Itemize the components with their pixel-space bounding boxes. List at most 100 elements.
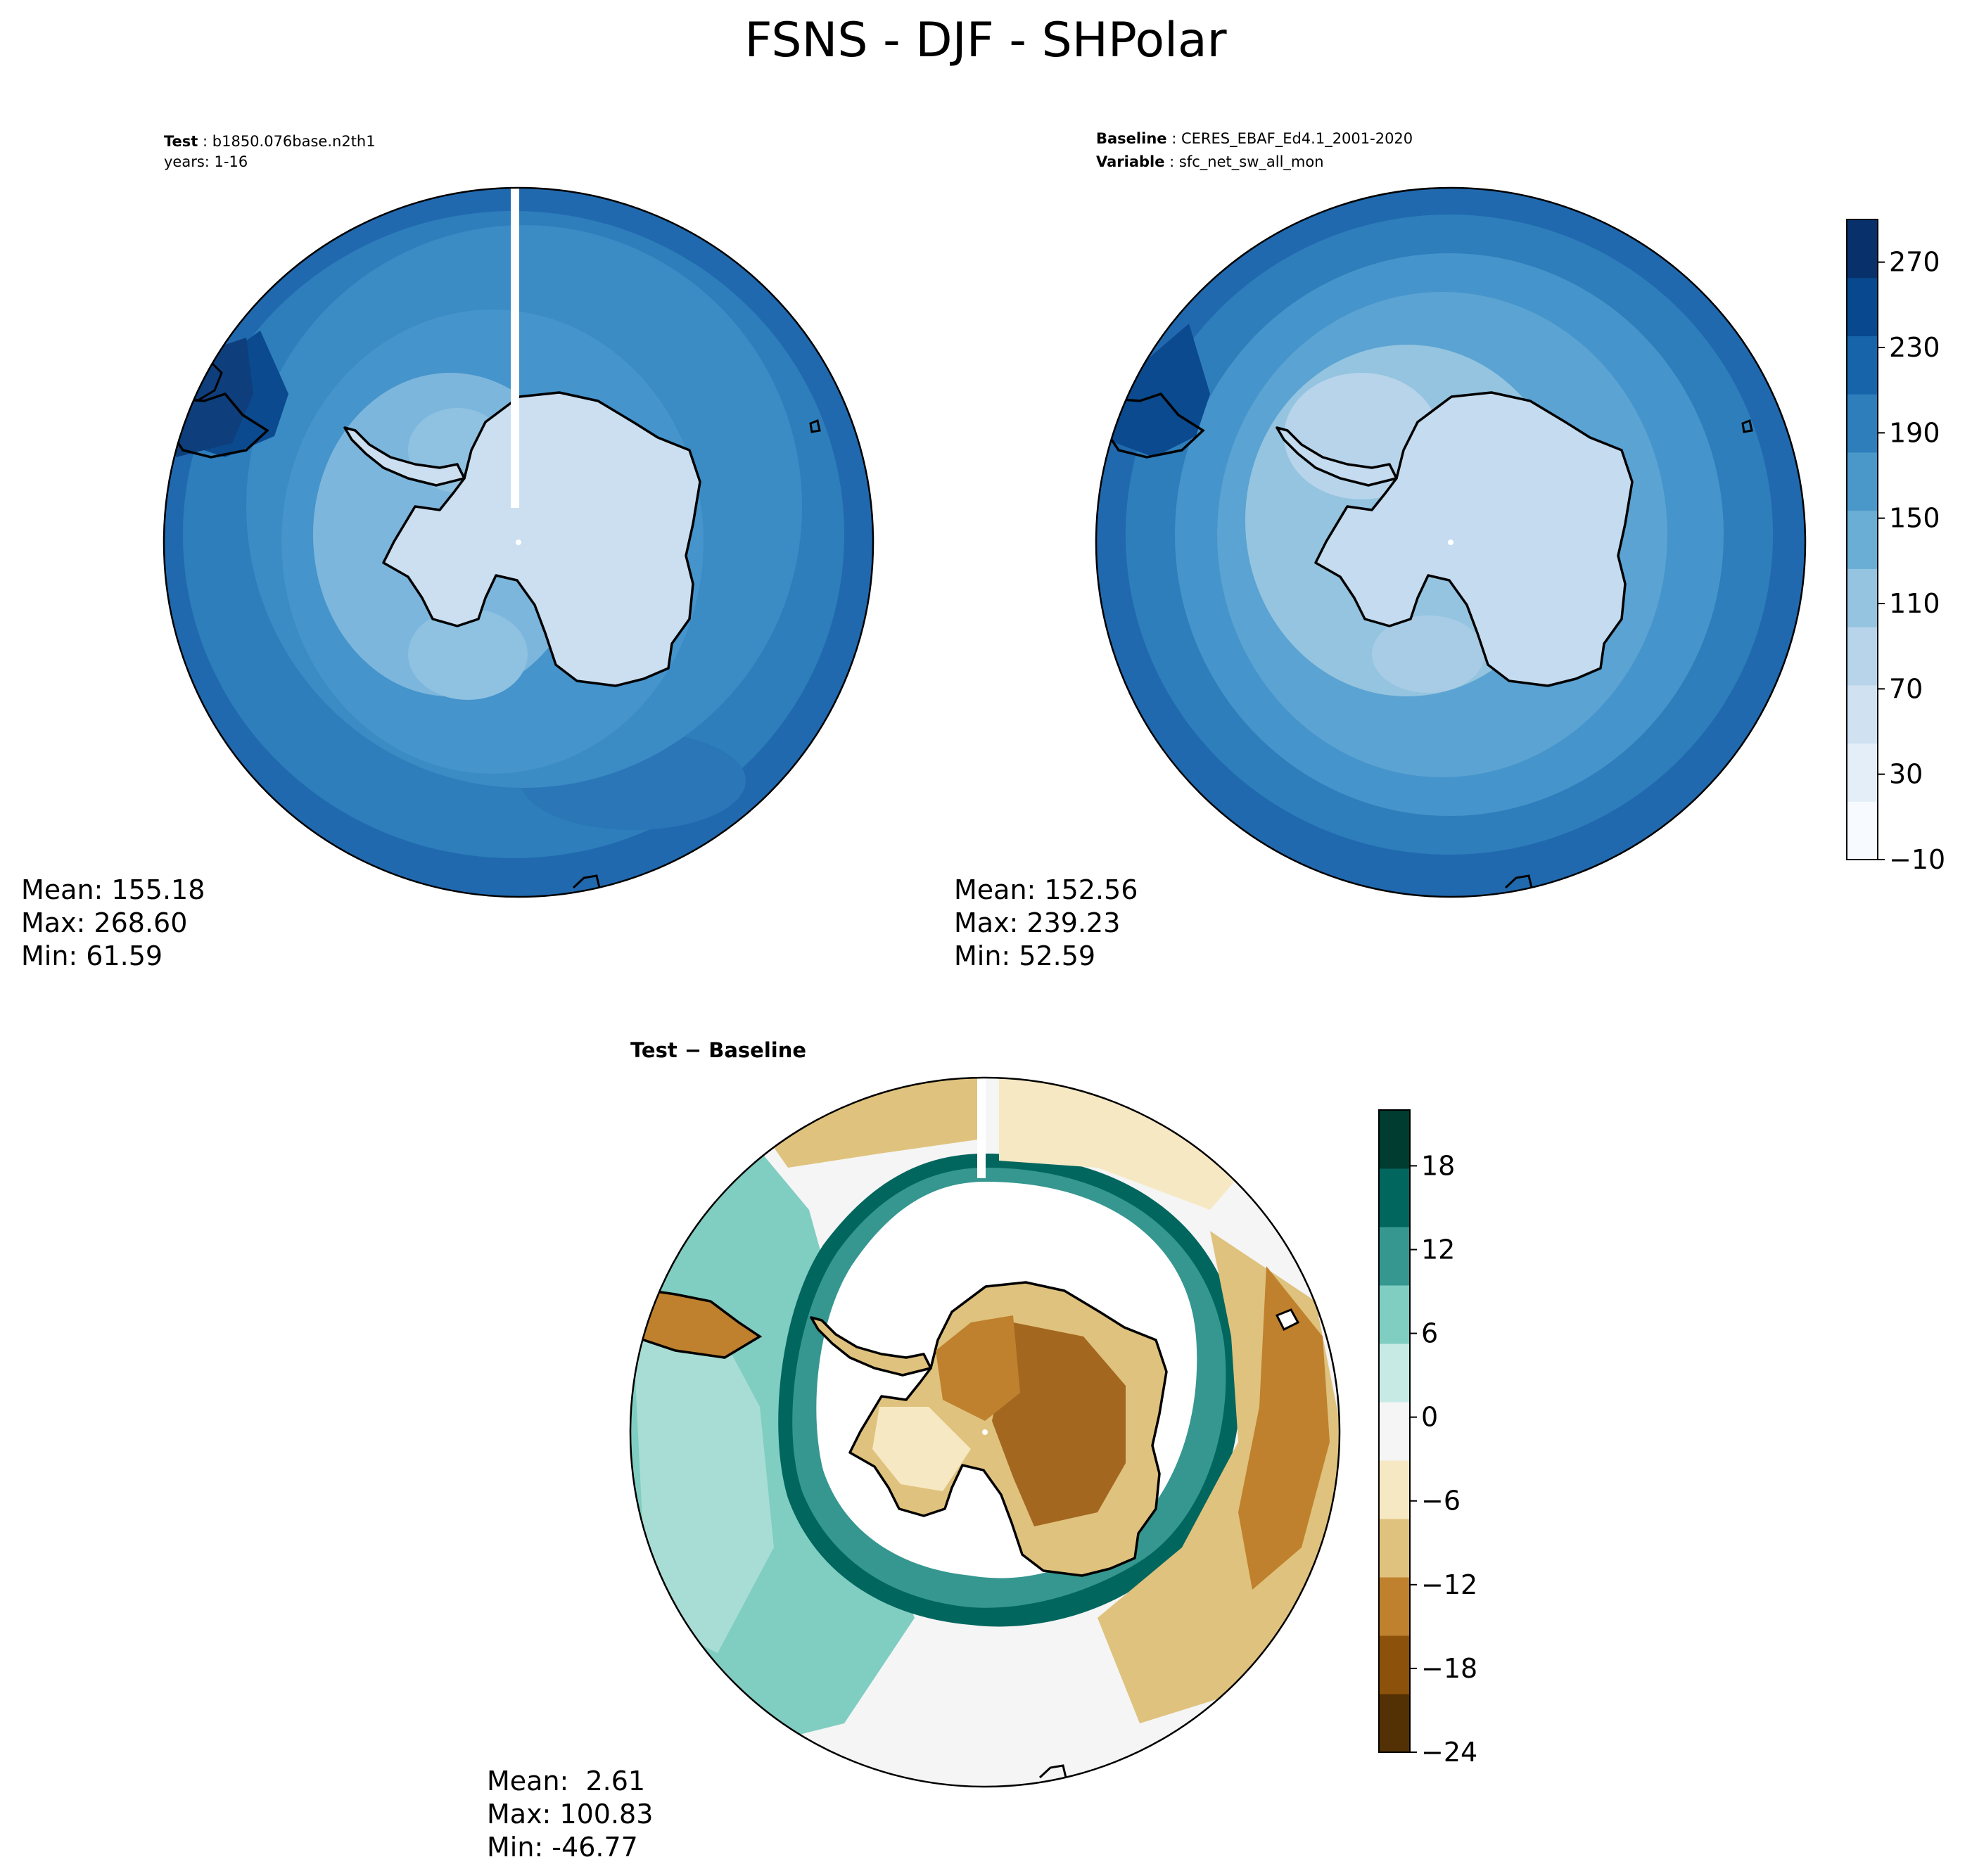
colorbar-main-tick-label: 70: [1889, 673, 1923, 704]
continent-antarctica: [382, 391, 701, 687]
sea-ice-shelf-lower: [1372, 615, 1484, 693]
panel-test-header-key: Test: [164, 133, 198, 150]
panel-baseline-header-value: CERES_EBAF_Ed4.1_2001-2020: [1181, 130, 1413, 148]
panel-difference-header: Test − Baseline: [630, 1038, 806, 1062]
island-south: [1504, 874, 1533, 889]
south-america-coast-tip: [196, 361, 223, 402]
svg-text:Test : b1850.076base.n2th1: Test : b1850.076base.n2th1: [164, 133, 376, 150]
west-ocean-light: [633, 1301, 774, 1653]
continent-antarctica: [1314, 391, 1634, 687]
colorbar-diff-tick-label: −12: [1421, 1569, 1477, 1600]
colorbar-main-segment: [1847, 452, 1878, 511]
colorbar-diff-tick-label: −18: [1421, 1653, 1477, 1684]
colorbar-main-segment: [1847, 510, 1878, 569]
stat-min-difference: Min: -46.77: [487, 1832, 638, 1863]
southern-america-dark-cell: [1098, 324, 1210, 457]
ross-shelf-neutral: [872, 1407, 971, 1491]
colorbar-main-tick-label: 190: [1889, 417, 1940, 448]
colorbar-diff-segment: [1379, 1168, 1410, 1227]
continent-interior-mid: [936, 1315, 1020, 1421]
island-south: [1038, 1764, 1067, 1779]
colorbar-diff-tick-label: 0: [1421, 1402, 1438, 1433]
colorbar-main-segment: [1847, 394, 1878, 453]
island-east: [1741, 419, 1753, 433]
panel-baseline: Baseline : CERES_EBAF_Ed4.1_2001-2020 Va…: [954, 130, 1807, 971]
colorbar-diff-segment: [1379, 1110, 1410, 1169]
colorbar-main-segment: [1847, 627, 1878, 686]
colorbar-main-tick-label: 30: [1889, 759, 1923, 790]
colorbar-diff-segment: [1379, 1285, 1410, 1344]
antarctic-peninsula: [343, 426, 466, 487]
svg-text:Baseline : CERES_EBAF_Ed4.1_20: Baseline : CERES_EBAF_Ed4.1_2001-2020: [1096, 130, 1413, 148]
stat-mean-test: Mean: 155.18: [21, 874, 205, 905]
stat-mean-baseline: Mean: 152.56: [954, 874, 1138, 905]
panel-test: Test : b1850.076base.n2th1 years: 1-16 M…: [21, 133, 874, 971]
island-east: [1275, 1308, 1300, 1332]
stat-max-baseline: Max: 239.23: [954, 907, 1120, 938]
stat-max-test: Max: 268.60: [21, 907, 187, 938]
colorbar-diff-tick-label: 12: [1421, 1234, 1455, 1265]
antarctic-peninsula: [810, 1316, 932, 1377]
colorbar-main-segment: [1847, 801, 1878, 860]
colorbar-diff-segment: [1379, 1694, 1410, 1753]
colorbar-diff-tick-label: 6: [1421, 1318, 1438, 1349]
north-east-ocean-light-negative: [999, 1078, 1252, 1210]
colorbar-main-segment: [1847, 336, 1878, 395]
colorbar-diff-tick-label: −24: [1421, 1737, 1477, 1768]
colorbar-difference: 18 12 6 0 −6 −12 −18 −24: [1378, 1109, 1477, 1768]
pole-marker: [516, 540, 521, 545]
map-boundary-test: [163, 186, 874, 898]
stat-min-test: Min: 61.59: [21, 940, 163, 971]
colorbar-diff-segment: [1379, 1402, 1410, 1461]
colorbar-main-segment: [1847, 219, 1878, 279]
panel-baseline-header-key: Baseline: [1096, 130, 1167, 147]
pole-marker: [1448, 540, 1453, 545]
colorbar-main-tick-label: 270: [1889, 247, 1940, 278]
panel-difference: Test − Baseline Mean: 2.61 Max: 10: [487, 1038, 1341, 1863]
stat-min-baseline: Min: 52.59: [954, 940, 1095, 971]
colorbar-main-tick-label: 110: [1889, 588, 1940, 619]
colorbar-main-segment: [1847, 684, 1878, 744]
colorbar-diff-frame: [1378, 1109, 1411, 1753]
colorbar-diff-segment: [1379, 1344, 1410, 1403]
colorbar-main-segment: [1847, 277, 1878, 336]
map-boundary-difference: [629, 1076, 1341, 1788]
colorbar-diff-segment: [1379, 1635, 1410, 1695]
polar-map-test: [164, 188, 873, 897]
continent-interior-strong-negative: [992, 1322, 1126, 1526]
colorbar-diff-segment: [1379, 1519, 1410, 1578]
colorbar-diff-tick-label: −6: [1421, 1486, 1461, 1517]
colorbar-diff-segment: [1379, 1577, 1410, 1636]
panel-baseline-variable-value: sfc_net_sw_all_mon: [1179, 153, 1324, 171]
colorbar-main-frame: [1846, 219, 1878, 860]
panel-baseline-variable-key: Variable: [1096, 153, 1164, 170]
missing-data-seam: [977, 1078, 986, 1178]
antarctic-peninsula: [1276, 426, 1398, 487]
panel-test-header-value: b1850.076base.n2th1: [212, 133, 376, 150]
colorbar-main-segment: [1847, 568, 1878, 627]
panel-test-years: years: 1-16: [164, 153, 248, 170]
colorbar-main-segment: [1847, 743, 1878, 802]
island-south: [572, 874, 601, 889]
missing-data-seam: [511, 188, 519, 508]
figure-title: FSNS - DJF - SHPolar: [744, 13, 1226, 68]
polar-map-difference: [630, 1078, 1340, 1787]
colorbar-diff-segment: [1379, 1460, 1410, 1519]
pole-marker: [982, 1429, 988, 1435]
svg-text:Variable : sfc_net_sw_all_mon: Variable : sfc_net_sw_all_mon: [1096, 153, 1324, 171]
polar-map-baseline: [1096, 188, 1805, 897]
colorbar-diff-tick-label: 18: [1421, 1150, 1455, 1181]
colorbar-main-tick-label: 150: [1889, 503, 1940, 534]
south-america-region: [630, 1285, 763, 1359]
colorbar-main-tick-label: −10: [1889, 844, 1945, 875]
map-boundary-baseline: [1095, 186, 1807, 898]
island-east: [809, 419, 821, 433]
sea-ice-shelf-lower: [408, 608, 528, 700]
colorbar-main-tick-label: 230: [1889, 332, 1940, 363]
east-ocean-strong-negative: [1238, 1266, 1330, 1590]
colorbar-diff-segment: [1379, 1227, 1410, 1286]
colorbar-main: 270 230 190 150 110 70 30 −10: [1846, 219, 1945, 875]
stat-mean-difference: Mean: 2.61: [487, 1766, 645, 1797]
stat-max-difference: Max: 100.83: [487, 1799, 653, 1830]
